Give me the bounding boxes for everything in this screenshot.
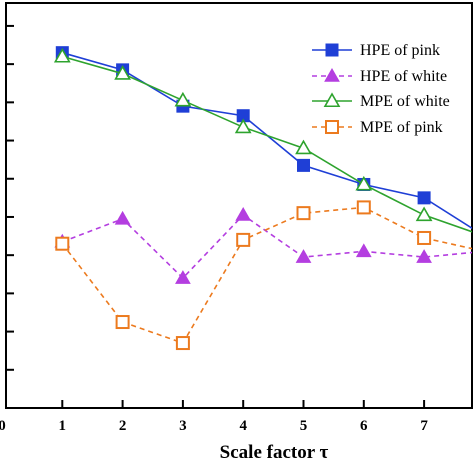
series-2-point-3 xyxy=(234,118,252,134)
series-line-0 xyxy=(62,51,472,230)
x-tick-label-4: 4 xyxy=(239,418,247,434)
x-tick-label-2: 2 xyxy=(119,418,127,434)
series-2-point-6 xyxy=(415,206,433,222)
series-0-point-6 xyxy=(417,191,431,205)
series-3-point-4 xyxy=(296,206,311,221)
series-1 xyxy=(54,207,472,284)
legend-label-0: HPE of pink xyxy=(360,42,440,59)
series-line-1 xyxy=(62,214,472,280)
series-3-point-6 xyxy=(417,230,432,245)
series-2 xyxy=(53,47,472,233)
series-line-3 xyxy=(61,206,472,345)
x-axis-ticks: 0 1 2 3 4 5 6 7 xyxy=(0,400,428,434)
series-3-point-2 xyxy=(175,336,190,351)
legend-marker-2 xyxy=(323,92,341,108)
x-tick-label-1: 1 xyxy=(59,418,67,434)
legend-marker-3 xyxy=(325,120,339,134)
legend-entry-1: HPE of white xyxy=(312,67,447,85)
y-axis-ticks xyxy=(6,24,14,371)
series-1-point-6 xyxy=(416,249,432,263)
series-0-point-4 xyxy=(297,158,310,172)
x-tick-label-6: 6 xyxy=(360,418,368,434)
legend-entry-3: MPE of pink xyxy=(312,119,443,136)
legend-label-3: MPE of pink xyxy=(360,119,443,136)
series-1-point-5 xyxy=(355,243,372,258)
legend-label-1: HPE of white xyxy=(360,68,447,85)
series-2-point-4 xyxy=(295,139,312,155)
series-2-point-2 xyxy=(174,91,192,107)
x-tick-label-7: 7 xyxy=(420,418,428,434)
series-line-2 xyxy=(62,55,472,233)
series-1-point-2 xyxy=(175,270,191,284)
series-layer xyxy=(53,46,472,351)
plot-frame xyxy=(5,2,473,409)
x-tick-label-0: 0 xyxy=(0,418,6,434)
series-1-point-3 xyxy=(235,207,252,221)
legend-entry-2: MPE of white xyxy=(312,92,450,110)
series-2-point-1 xyxy=(114,65,131,80)
x-tick-label-5: 5 xyxy=(300,418,308,434)
series-1-point-4 xyxy=(295,249,312,263)
series-3-point-0 xyxy=(55,236,70,251)
series-3 xyxy=(55,200,472,351)
series-3-point-1 xyxy=(115,315,130,330)
series-3-point-3 xyxy=(236,232,251,247)
x-axis-title: Scale factor τ xyxy=(220,442,329,463)
legend-label-2: MPE of white xyxy=(360,93,450,110)
legend: HPE of pink HPE of white MPE of white MPE o… xyxy=(312,42,450,136)
series-2-point-5 xyxy=(355,175,373,191)
legend-marker-1 xyxy=(324,67,340,82)
series-3-point-5 xyxy=(356,200,371,215)
legend-marker-0 xyxy=(325,43,339,57)
series-1-point-1 xyxy=(114,210,131,225)
legend-entry-0: HPE of pink xyxy=(312,42,440,59)
x-tick-label-3: 3 xyxy=(179,418,187,434)
series-2-point-0 xyxy=(53,47,71,63)
